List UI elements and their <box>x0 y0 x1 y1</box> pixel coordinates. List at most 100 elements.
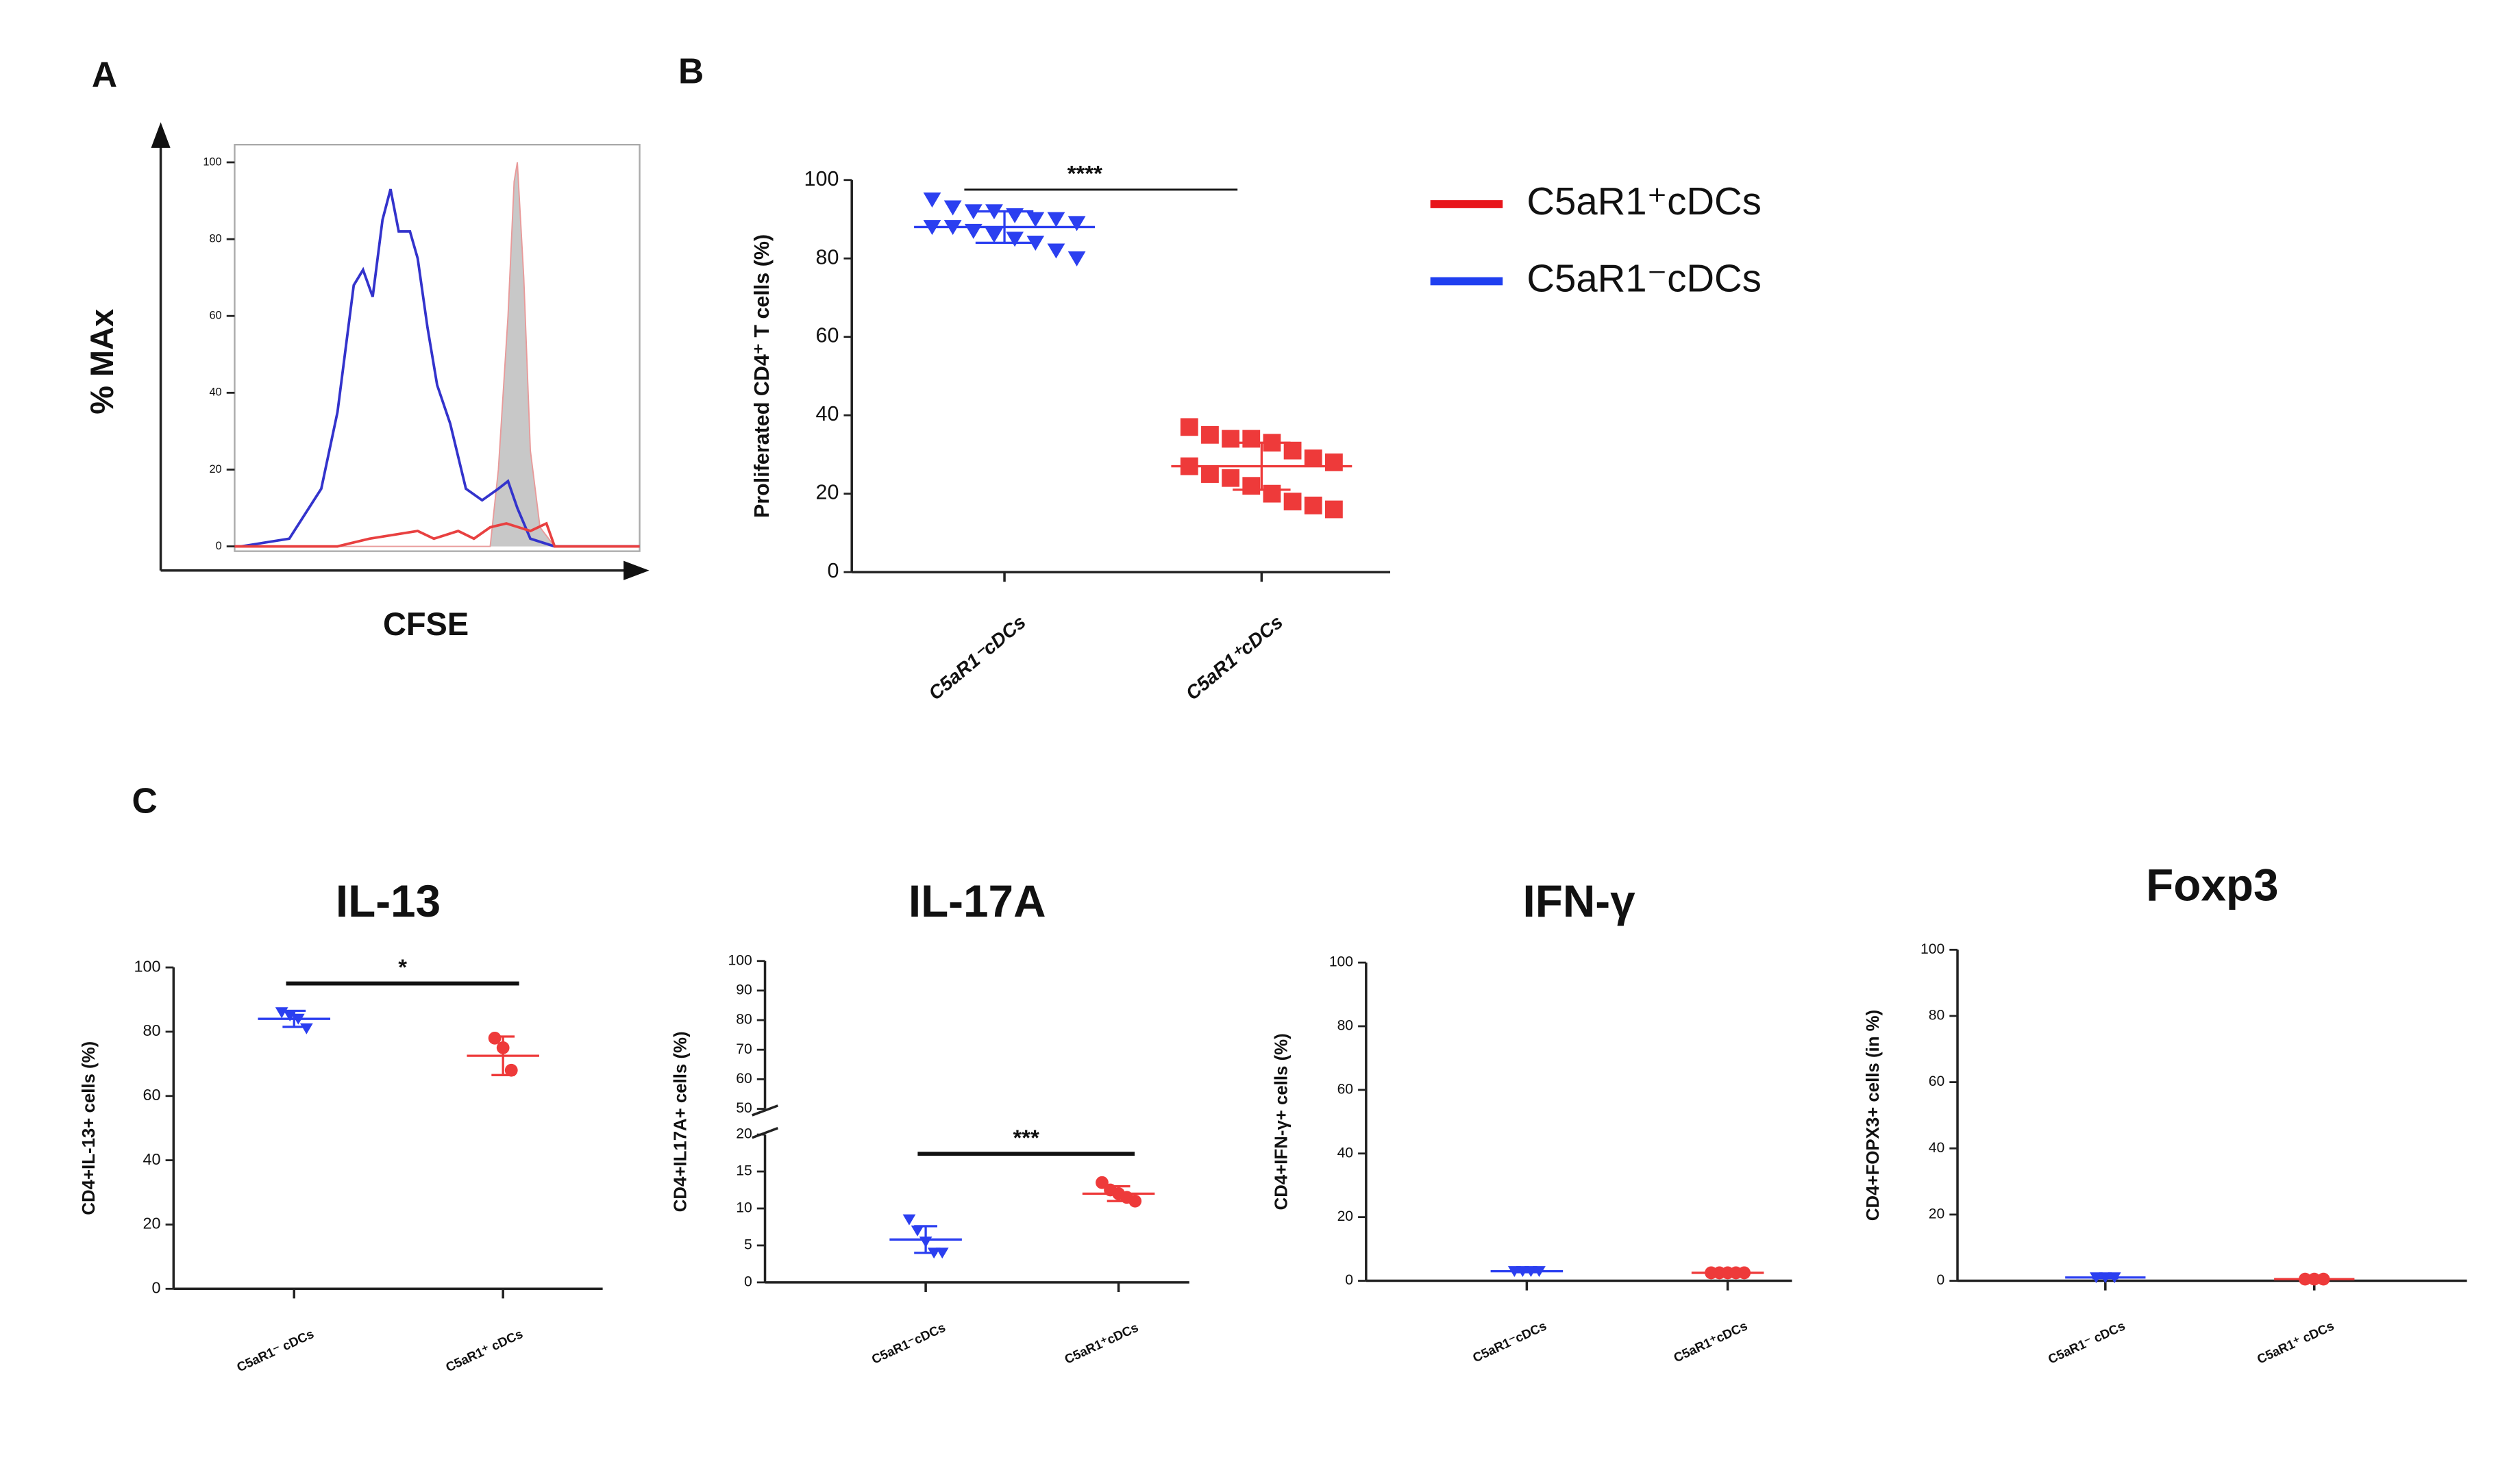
y-tick-label: 15 <box>736 1163 752 1179</box>
point <box>488 1031 502 1045</box>
point <box>1324 453 1343 471</box>
x-axis-label: CFSE <box>383 606 469 642</box>
point <box>1242 477 1261 495</box>
legend-label: C5aR1⁻cDCs <box>1527 256 1761 299</box>
y-tick-label: 40 <box>143 1150 160 1168</box>
point <box>1222 430 1240 448</box>
y-tick-label: 60 <box>816 324 839 347</box>
point <box>943 200 962 216</box>
point <box>1047 243 1065 259</box>
point <box>1222 469 1240 487</box>
y-tick-label: 60 <box>1337 1081 1353 1097</box>
panel-label: C <box>132 781 157 821</box>
x-tick-label: C5aR1⁻cDCs <box>924 611 1029 704</box>
y-tick-label: 5 <box>744 1237 752 1253</box>
y-axis-label: Proliferated CD4⁺ T cells (%) <box>750 234 774 518</box>
y-tick-label: 60 <box>1929 1074 1944 1089</box>
y-tick-label: 20 <box>209 463 221 475</box>
y-tick-label: 40 <box>1929 1140 1944 1156</box>
y-tick-label: 70 <box>736 1041 752 1057</box>
point <box>1242 430 1261 448</box>
x-tick-label: C5aR1⁺ cDCs <box>443 1326 525 1374</box>
chart-title: Foxp3 <box>2146 860 2278 910</box>
point <box>1047 212 1065 227</box>
y-axis-label: CD4+IL-13+ cells (%) <box>79 1041 99 1215</box>
y-tick-label: 100 <box>203 156 221 168</box>
curve <box>234 188 640 548</box>
point <box>1067 251 1086 266</box>
point <box>1283 441 1302 460</box>
y-tick-label: 100 <box>1920 941 1944 957</box>
arrow-head <box>151 122 171 148</box>
point <box>1304 496 1322 514</box>
point <box>1026 212 1045 227</box>
x-tick-label: C5aR1⁻ cDCs <box>234 1326 316 1374</box>
panel-label: B <box>678 51 704 91</box>
y-axis-label: % MAx <box>84 309 120 414</box>
point <box>1026 236 1045 251</box>
y-axis-label: CD4+IL17A+ cells (%) <box>671 1031 690 1212</box>
point <box>1067 216 1086 232</box>
significance-label: * <box>398 954 407 980</box>
y-tick-label: 80 <box>143 1021 160 1039</box>
y-tick-label: 0 <box>1345 1272 1353 1288</box>
point <box>504 1063 518 1077</box>
y-tick-label: 100 <box>804 167 839 190</box>
axis-break <box>752 1104 778 1117</box>
point <box>923 193 941 208</box>
point <box>902 1214 916 1226</box>
x-tick-label: C5aR1⁺cDCs <box>1182 611 1287 704</box>
point <box>1263 484 1281 503</box>
y-tick-label: 10 <box>736 1200 752 1216</box>
arrow-head <box>623 560 650 580</box>
y-tick-label: 20 <box>143 1215 160 1232</box>
y-tick-label: 100 <box>1329 954 1353 970</box>
y-tick-label: 0 <box>827 559 839 582</box>
significance-label: *** <box>1013 1125 1040 1150</box>
chart-title: IL-17A <box>909 876 1046 926</box>
point <box>911 1225 924 1237</box>
x-tick-label: C5aR1⁻cDCs <box>1470 1318 1548 1365</box>
significance-label: **** <box>1067 160 1102 186</box>
y-tick-label: 20 <box>1337 1208 1353 1224</box>
y-tick-label: 40 <box>816 402 839 425</box>
x-tick-label: C5aR1⁺ cDCs <box>2255 1318 2336 1366</box>
axis-break <box>752 1127 778 1139</box>
point <box>1128 1194 1142 1208</box>
y-tick-label: 80 <box>736 1012 752 1028</box>
y-tick-label: 60 <box>736 1071 752 1087</box>
point <box>935 1248 949 1259</box>
y-tick-label: 100 <box>134 957 160 975</box>
y-tick-label: 0 <box>744 1274 752 1289</box>
y-tick-label: 100 <box>728 952 752 968</box>
point <box>1006 232 1024 247</box>
legend-label: C5aR1⁺cDCs <box>1527 179 1761 223</box>
y-tick-label: 40 <box>1337 1145 1353 1161</box>
x-tick-label: C5aR1⁻cDCs <box>869 1320 948 1367</box>
y-tick-label: 20 <box>736 1126 752 1142</box>
y-axis-label: CD4+IFN-γ+ cells (%) <box>1272 1033 1292 1210</box>
x-tick-label: C5aR1⁺cDCs <box>1671 1318 1749 1365</box>
y-tick-label: 60 <box>143 1086 160 1104</box>
y-tick-label: 80 <box>1337 1018 1353 1034</box>
y-tick-label: 40 <box>209 386 221 399</box>
plot-frame <box>234 143 641 552</box>
point <box>1324 500 1343 519</box>
y-tick-label: 20 <box>816 481 839 504</box>
y-tick-label: 60 <box>209 310 221 322</box>
y-tick-label: 90 <box>736 982 752 997</box>
y-tick-label: 80 <box>209 232 221 245</box>
point <box>1180 418 1198 436</box>
y-tick-label: 0 <box>1937 1272 1945 1288</box>
point <box>1304 449 1322 468</box>
x-tick-label: C5aR1⁺cDCs <box>1062 1320 1140 1367</box>
point <box>1201 425 1219 444</box>
curve <box>234 521 640 548</box>
chart-title: IFN-γ <box>1523 876 1636 926</box>
chart-title: IL-13 <box>336 876 441 926</box>
point <box>985 227 1003 243</box>
y-tick-label: 50 <box>736 1100 752 1116</box>
point <box>1283 493 1302 510</box>
point <box>299 1023 313 1034</box>
